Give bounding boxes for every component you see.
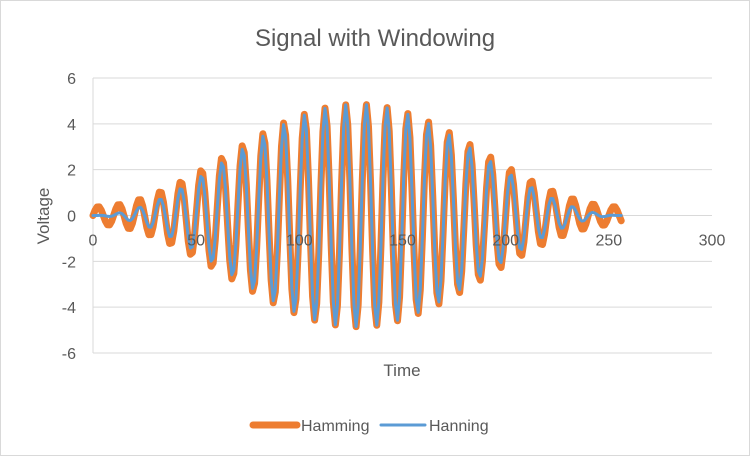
series-layer [89,101,625,331]
y-tick-label: 4 [67,117,76,134]
y-tick-label: -4 [62,300,76,317]
y-tick-label: 2 [67,163,76,180]
y-tick-label: 0 [67,209,76,226]
chart-title: Signal with Windowing [255,25,495,52]
x-tick-label: 100 [286,233,313,250]
y-axis-title: Voltage [34,188,53,245]
x-tick-label: 0 [89,233,98,250]
y-tick-label: -6 [62,346,76,363]
y-tick-labels: 6 4 2 0 -2 -4 -6 [62,71,76,363]
x-tick-label: 50 [187,233,205,250]
x-tick-label: 200 [492,233,519,250]
x-tick-labels: 0 50 100 150 200 250 300 [89,233,726,250]
y-tick-label: -2 [62,254,76,271]
x-tick-label: 250 [595,233,622,250]
y-tick-label: 6 [67,71,76,88]
x-tick-label: 150 [389,233,416,250]
series-line-hanning [91,103,623,329]
legend: Hamming Hanning [249,418,489,435]
legend-label-hanning: Hanning [429,418,489,435]
x-axis-title: Time [383,361,420,380]
legend-label-hamming: Hamming [301,418,369,435]
x-tick-label: 300 [699,233,726,250]
